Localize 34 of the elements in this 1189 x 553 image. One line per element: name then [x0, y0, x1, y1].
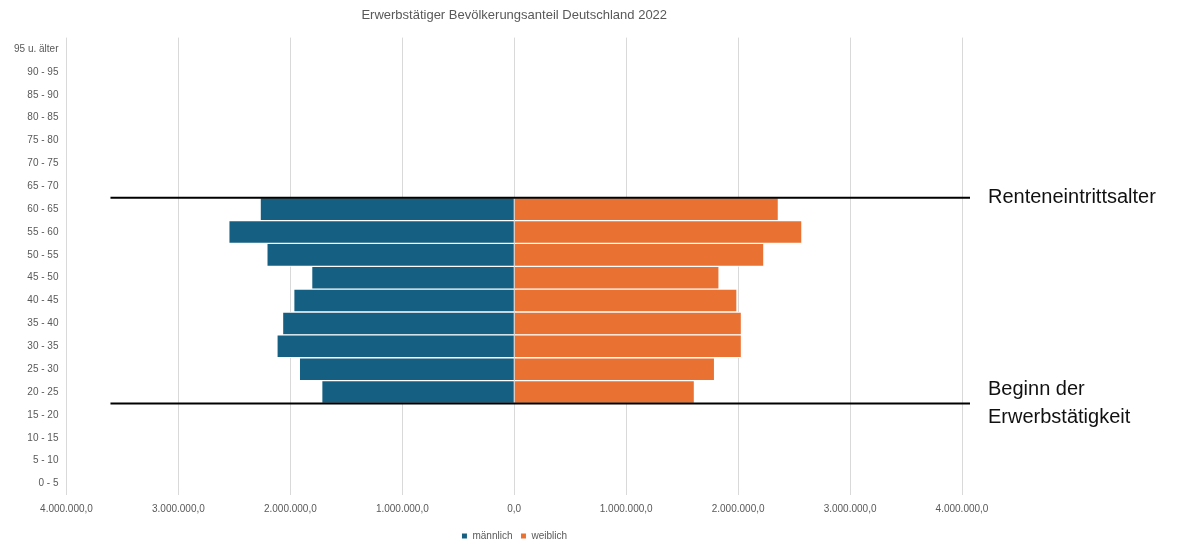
x-tick-label: 2.000.000,0 — [263, 502, 318, 514]
legend-label: weiblich — [530, 529, 568, 541]
ref-line-label: Renteneintrittsalter — [988, 185, 1157, 208]
y-tick-label: 50 - 55 — [27, 248, 59, 260]
x-tick-label: 0,0 — [507, 502, 522, 514]
y-tick-label: 30 - 35 — [27, 340, 59, 352]
y-tick-label: 40 - 45 — [27, 294, 59, 306]
x-tick-label: 1.000.000,0 — [599, 502, 654, 514]
x-tick-label: 3.000.000,0 — [152, 502, 206, 514]
y-tick-label: 5 - 10 — [32, 454, 59, 466]
x-tick-label: 2.000.000,0 — [711, 502, 765, 514]
y-tick-label: 15 - 20 — [27, 408, 59, 420]
y-tick-label: 80 - 85 — [27, 111, 59, 123]
y-tick-label: 70 - 75 — [27, 157, 59, 169]
y-tick-label: 45 - 50 — [27, 271, 59, 283]
x-tick-label: 4.000.000,0 — [40, 502, 94, 514]
y-tick-label: 85 - 90 — [27, 88, 59, 100]
y-tick-label: 60 - 65 — [27, 202, 59, 214]
x-tick-label: 1.000.000,0 — [375, 502, 430, 514]
ref-line-label: Beginn der Erwerbstätigkeit — [988, 377, 1131, 428]
legend-label: männlich — [472, 529, 513, 541]
y-tick-label: 55 - 60 — [27, 225, 59, 237]
y-tick-label: 25 - 30 — [27, 362, 59, 374]
y-tick-label: 95 u. älter — [13, 42, 60, 54]
y-tick-label: 20 - 25 — [27, 385, 59, 397]
y-tick-label: 90 - 95 — [27, 65, 59, 77]
chart-title: Erwerbstätiger Bevölkerungsanteil Deutschland 2022 — [361, 7, 668, 23]
y-tick-label: 75 - 80 — [27, 134, 59, 146]
y-tick-label: 65 - 70 — [27, 180, 59, 192]
x-tick-label: 3.000.000,0 — [823, 502, 877, 514]
y-tick-label: 35 - 40 — [27, 317, 59, 329]
y-tick-label: 10 - 15 — [27, 431, 59, 443]
x-tick-label: 4.000.000,0 — [935, 502, 989, 514]
y-tick-label: 0 - 5 — [38, 477, 59, 489]
